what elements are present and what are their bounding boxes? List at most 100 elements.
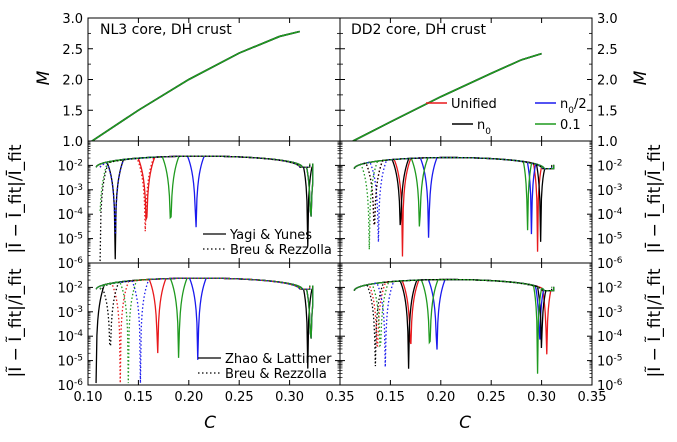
legend-label-yagi-yunes: Yagi & Yunes (229, 228, 312, 243)
x-tick-label: 0.20 (426, 390, 455, 405)
y-tick-label: 1.0 (597, 135, 618, 150)
y-tick-label: 10-3 (597, 183, 623, 199)
y-tick-label: 3.0 (62, 12, 83, 27)
y-tick-label: 10-3 (57, 305, 83, 321)
eos-legend: Unified n0/2 n0 0.1 (426, 97, 587, 137)
x-tick-label: 0.10 (74, 390, 103, 405)
panels: 1.01.52.02.53.01.01.52.02.53.010-610-510… (57, 12, 622, 405)
plot-area-middle-left (95, 155, 314, 262)
series-line-n0-2-breu-rezzolla- (99, 277, 311, 384)
legend-label-breu-rezzolla-bot: Breu & Rezzolla (225, 367, 327, 382)
panel-top-right: 1.0 1.5 2.0 2.5 3.0 (339, 12, 618, 150)
series-line-0-1-breu-rezzolla- (99, 155, 311, 211)
series-line-0-1 (91, 30, 300, 141)
series-line-n0-2-breu-rezzolla- (99, 155, 311, 235)
y-axis-label-mid-right: |Ī − Ī_fit|/Ī_fit (643, 144, 665, 253)
series-line-unified-yagi-yunes- (353, 156, 555, 257)
series-line-n0-breu-rezzolla- (99, 277, 311, 347)
y-tick-label: 10-2 (597, 280, 623, 296)
y-tick-label: 10-2 (597, 158, 623, 174)
panel-middle-right: 10-6 10-5 10-4 10-3 10-2 (339, 140, 623, 272)
series-line-n0-zhao-lattimer- (353, 278, 555, 369)
axes-frame-bottom-right (339, 262, 593, 386)
panel-bottom-left: 0.10 0.15 0.20 0.25 0.30 0.3510-610-510-410-3… (57, 262, 355, 405)
y-tick-label: 10-3 (597, 305, 623, 321)
plot-area-top-left (91, 30, 300, 141)
series-line-n0-breu-rezzolla- (353, 278, 553, 367)
series-line-n0-breu-rezzolla- (99, 155, 311, 262)
y-tick-label: 10-6 (57, 256, 83, 272)
plot-area-bottom-left (95, 277, 314, 384)
y-tick-label: 10-2 (57, 158, 83, 174)
y-tick-label: 1.5 (62, 104, 83, 119)
x-tick-label: 0.30 (275, 390, 304, 405)
series-line-0-1-breu-rezzolla- (353, 156, 553, 250)
y-tick-label: 10-5 (597, 354, 623, 370)
legend-label-n0-half: n0/2 (560, 97, 587, 116)
y-tick-label: 10-2 (57, 280, 83, 296)
y-tick-label: 1.5 (597, 104, 618, 119)
series-line-unified-breu-rezzolla- (353, 278, 553, 348)
y-axis-label-bot-left: |Ĩ − Ĩ_fit|/Ĩ_fit (4, 268, 26, 377)
x-tick-label: 0.35 (326, 390, 355, 405)
y-tick-label: 10-4 (57, 207, 83, 223)
y-tick-label: 2.0 (597, 74, 618, 89)
y-tick-label: 10-5 (57, 354, 83, 370)
panel-title-nl3: NL3 core, DH crust (100, 22, 232, 38)
y-tick-label: 10-6 (597, 256, 623, 272)
y-tick-label: 3.0 (597, 12, 618, 27)
series-line-n0-yagi-yunes- (353, 156, 555, 242)
series-line-0-1-zhao-lattimer- (353, 278, 555, 374)
y-axis-label-top-left: M (34, 70, 54, 85)
y-axis-label-top-right: M (631, 70, 651, 85)
x-tick-label: 0.30 (527, 390, 556, 405)
plot-area-middle-right (353, 156, 555, 257)
series-line-n0-breu-rezzolla- (353, 156, 553, 226)
x-axis-label-left: C (204, 413, 216, 433)
series-line-n0 (352, 52, 542, 141)
series-line-n0-2-breu-rezzolla- (353, 278, 553, 367)
axes-frame-middle-right (339, 140, 593, 264)
series-line-n0 (91, 30, 300, 141)
x-tick-label: 0.25 (477, 390, 506, 405)
x-tick-label: 0.25 (225, 390, 254, 405)
y-tick-label: 2.5 (597, 43, 618, 58)
legend-label-unified: Unified (451, 97, 497, 112)
series-line-0-1 (352, 52, 542, 141)
legend-label-breu-rezzolla-mid: Breu & Rezzolla (230, 243, 332, 258)
plot-area-bottom-right (353, 278, 555, 374)
fit-legend-bottom: Zhao & Lattimer Breu & Rezzolla (198, 352, 332, 382)
y-tick-label: 10-5 (57, 232, 83, 248)
legend-label-zhao-lattimer: Zhao & Lattimer (225, 352, 332, 367)
series-line-n0-2-zhao-lattimer- (95, 277, 314, 360)
y-axis-label-bot-right: |Ĩ − Ĩ_fit|/Ĩ_fit (643, 268, 665, 377)
panel-title-dd2: DD2 core, DH crust (351, 22, 487, 38)
series-line-unified-yagi-yunes- (95, 155, 314, 220)
legend-label-0p1: 0.1 (560, 118, 581, 133)
fit-legend-middle: Yagi & Yunes Breu & Rezzolla (203, 228, 332, 258)
legend-label-n0: n0 (477, 118, 491, 137)
x-tick-label: 0.35 (578, 390, 607, 405)
y-tick-label: 10-5 (597, 232, 623, 248)
y-tick-label: 10-6 (597, 378, 623, 394)
series-line-n0-2 (91, 30, 300, 141)
y-tick-label: 10-4 (57, 329, 83, 345)
y-tick-label: 1.0 (62, 135, 83, 150)
y-tick-label: 10-4 (597, 207, 623, 223)
y-tick-label: 10-4 (597, 329, 623, 345)
series-line-unified (352, 52, 542, 141)
y-tick-label: 2.5 (62, 43, 83, 58)
series-line-unified-breu-rezzolla- (353, 156, 553, 226)
x-tick-label: 0.15 (376, 390, 405, 405)
series-line-unified-breu-rezzolla- (99, 155, 311, 232)
series-line-n0-2-yagi-yunes- (95, 155, 314, 228)
y-tick-label: 10-3 (57, 183, 83, 199)
series-line-unified (91, 30, 300, 141)
series-line-n0-2 (352, 52, 542, 141)
x-tick-label: 0.20 (174, 390, 203, 405)
series-line-0-1-yagi-yunes- (353, 156, 555, 231)
x-axis-label-right: C (459, 413, 471, 433)
series-line-0-1-breu-rezzolla- (353, 278, 553, 348)
